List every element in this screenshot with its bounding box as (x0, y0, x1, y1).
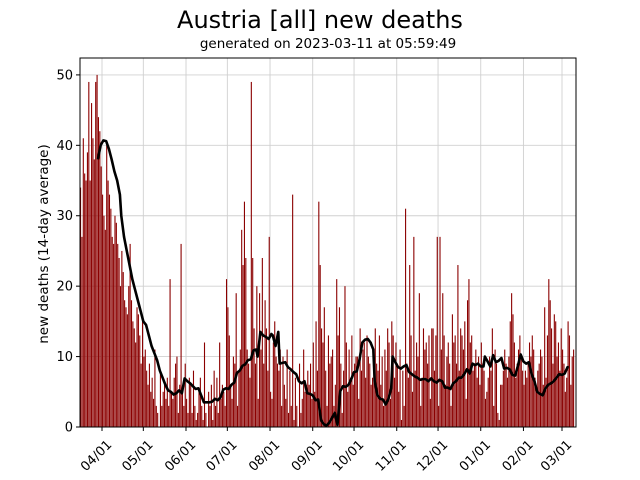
x-axis-ticks: 04/01 05/01 06/01 07/01 08/01 09/01 10/01 11/01… (78, 427, 575, 475)
svg-text:05/01: 05/01 (119, 438, 156, 475)
chart-subtitle: generated on 2023-03-11 at 05:59:49 (199, 36, 457, 52)
average-line (96, 139, 569, 427)
svg-text:01/01: 01/01 (457, 438, 494, 475)
svg-text:07/01: 07/01 (203, 438, 240, 475)
svg-text:08/01: 08/01 (246, 438, 283, 475)
svg-text:20: 20 (56, 280, 73, 295)
svg-text:30: 30 (56, 209, 73, 224)
svg-text:10: 10 (56, 350, 73, 365)
daily-bars (80, 74, 575, 428)
svg-text:40: 40 (56, 139, 73, 154)
svg-text:11/01: 11/01 (373, 438, 410, 475)
svg-text:10/01: 10/01 (330, 438, 367, 475)
chart-title: Austria [all] new deaths (177, 6, 463, 34)
svg-text:02/01: 02/01 (500, 438, 537, 475)
svg-text:50: 50 (56, 68, 73, 83)
svg-text:03/01: 03/01 (538, 438, 575, 475)
svg-text:06/01: 06/01 (162, 438, 199, 475)
svg-text:09/01: 09/01 (289, 438, 326, 475)
y-axis-ticks: 0 10 20 30 40 50 (56, 68, 80, 436)
svg-text:0: 0 (65, 421, 73, 436)
axes-frame (79, 57, 577, 428)
svg-text:04/01: 04/01 (78, 438, 115, 475)
svg-text:12/01: 12/01 (414, 438, 451, 475)
